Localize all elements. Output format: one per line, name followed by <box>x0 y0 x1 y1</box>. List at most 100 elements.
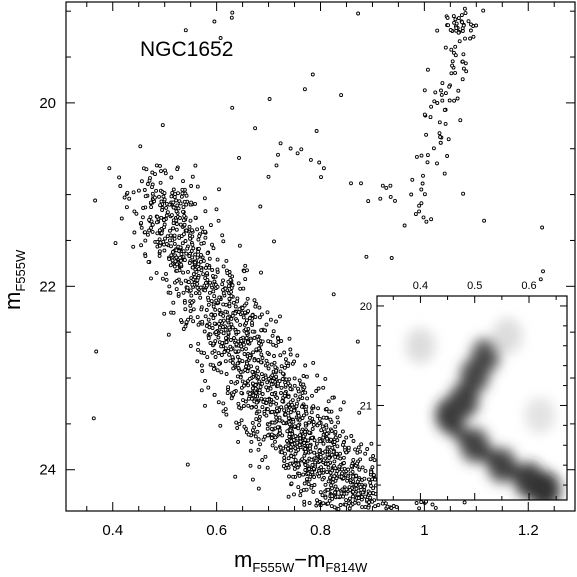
star-point <box>371 454 376 458</box>
star-point <box>317 459 322 463</box>
star-point <box>162 248 167 253</box>
star-point <box>316 386 321 391</box>
star-point <box>256 375 261 380</box>
star-point <box>186 269 190 274</box>
star-point <box>339 474 344 479</box>
star-point <box>214 298 219 303</box>
star-point <box>169 213 174 218</box>
inset-density-blobs <box>405 317 561 500</box>
star-point <box>482 218 487 223</box>
star-point <box>174 255 179 260</box>
star-point <box>326 487 331 492</box>
star-point <box>299 147 304 152</box>
star-point <box>221 264 226 269</box>
star-point <box>254 347 259 352</box>
star-point <box>196 266 201 271</box>
star-point <box>182 258 187 263</box>
star-point <box>265 350 270 355</box>
star-point <box>388 194 393 199</box>
star-point <box>257 390 262 395</box>
star-point <box>340 429 345 434</box>
star-point <box>181 270 186 275</box>
star-point <box>193 201 198 206</box>
star-point <box>425 67 430 72</box>
star-point <box>175 278 179 283</box>
star-point <box>236 330 241 334</box>
star-point <box>255 334 260 339</box>
star-point <box>131 244 136 249</box>
star-point <box>279 339 284 343</box>
star-point <box>139 243 144 248</box>
star-point <box>282 458 287 463</box>
star-point <box>252 336 257 340</box>
star-point <box>433 505 438 510</box>
star-point <box>167 284 172 289</box>
star-point <box>388 183 393 188</box>
star-point <box>257 409 262 414</box>
star-point <box>201 272 206 277</box>
star-point <box>287 422 292 427</box>
star-point <box>425 153 430 158</box>
star-point <box>315 452 320 457</box>
star-point <box>146 259 151 264</box>
star-point <box>310 393 314 398</box>
star-point <box>230 283 235 288</box>
star-point <box>325 470 329 475</box>
star-point <box>332 474 337 479</box>
star-point <box>193 291 198 296</box>
star-point <box>356 501 361 506</box>
star-point <box>317 471 322 476</box>
star-point <box>246 383 251 388</box>
star-point <box>189 184 194 188</box>
star-point <box>362 485 367 489</box>
star-point <box>142 188 147 192</box>
star-point <box>453 17 458 22</box>
star-point <box>301 374 306 378</box>
star-point <box>317 421 322 426</box>
star-point <box>442 171 447 176</box>
star-point <box>217 362 222 366</box>
star-point <box>271 329 276 334</box>
star-point <box>251 350 256 355</box>
star-point <box>287 474 291 479</box>
star-point <box>255 429 260 434</box>
star-point <box>368 480 373 485</box>
star-point <box>184 193 189 198</box>
star-point <box>127 196 132 201</box>
star-point <box>376 503 381 507</box>
star-point <box>174 227 179 232</box>
star-point <box>190 228 194 233</box>
star-point <box>290 402 294 407</box>
star-point <box>203 403 207 408</box>
star-point <box>241 398 245 403</box>
star-point <box>461 23 466 28</box>
star-point <box>171 200 176 205</box>
star-point <box>357 467 362 472</box>
star-point <box>331 292 336 297</box>
star-point <box>237 405 242 410</box>
star-point <box>219 344 224 349</box>
star-point <box>457 39 462 44</box>
star-point <box>321 467 326 472</box>
star-point <box>243 277 248 282</box>
star-point <box>282 455 287 460</box>
star-point <box>238 322 243 327</box>
star-point <box>205 262 210 267</box>
star-point <box>246 309 251 314</box>
star-point <box>281 421 286 426</box>
star-point <box>226 385 231 390</box>
star-point <box>471 34 476 39</box>
star-point <box>335 494 340 499</box>
star-point <box>255 369 260 374</box>
star-point <box>283 451 287 456</box>
star-point <box>158 203 163 208</box>
star-point <box>293 393 298 398</box>
star-point <box>168 290 173 295</box>
star-point <box>230 325 235 330</box>
star-point <box>307 477 312 482</box>
star-point <box>237 307 242 312</box>
star-point <box>460 20 465 25</box>
star-point <box>344 450 349 455</box>
star-point <box>282 365 287 370</box>
star-point <box>211 289 216 294</box>
